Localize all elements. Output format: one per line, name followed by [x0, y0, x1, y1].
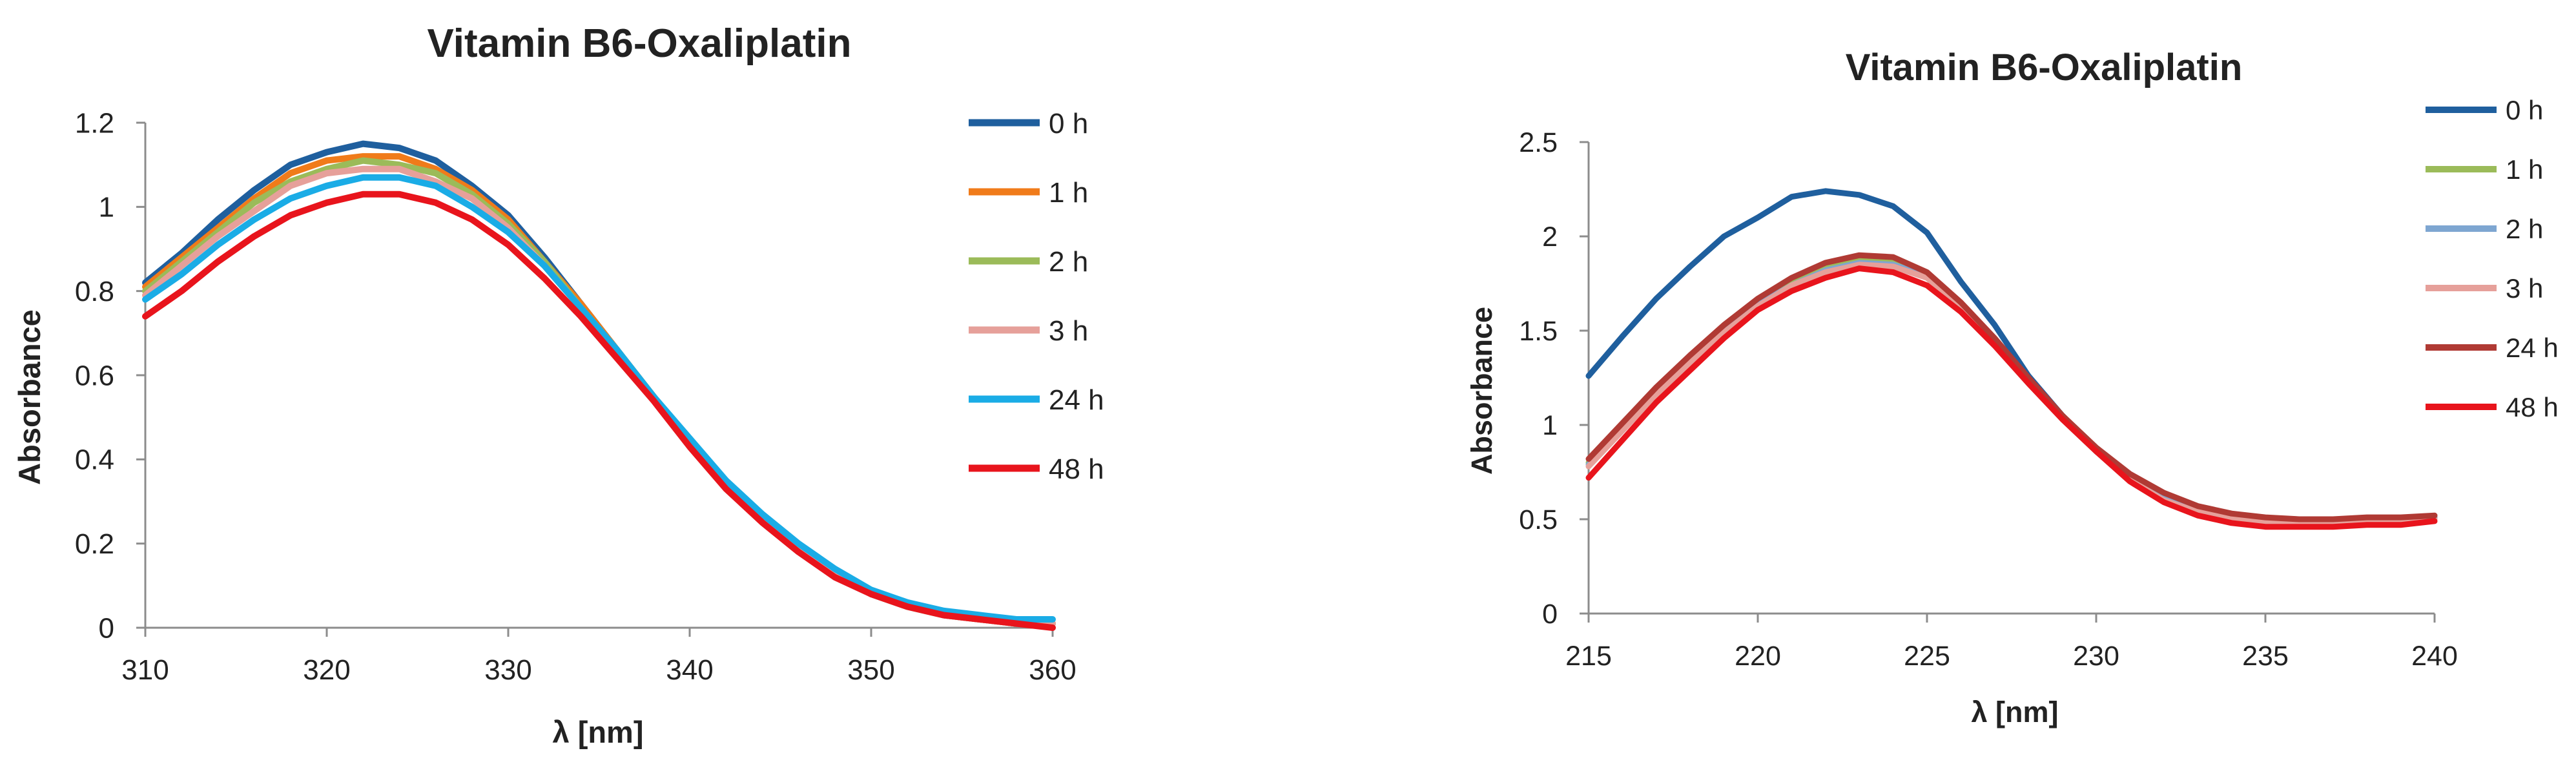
x-tick-label: 240	[2411, 641, 2458, 672]
y-tick-label: 0.5	[1519, 504, 1558, 535]
legend-label: 48 h	[2506, 392, 2559, 422]
y-tick-label: 2	[1542, 222, 1558, 253]
legend-label: 0 h	[1049, 108, 1088, 139]
x-tick-label: 320	[303, 654, 350, 686]
legend-label: 24 h	[1049, 384, 1104, 416]
legend-label: 0 h	[2506, 95, 2543, 125]
y-tick-label: 0.4	[75, 444, 114, 476]
axes	[136, 121, 1054, 637]
y-axis-label: Absorbance	[1465, 307, 1498, 475]
series-line	[1585, 252, 2438, 522]
chart-title: Vitamin B6-Oxaliplatin	[1846, 46, 2243, 88]
x-tick-label: 235	[2242, 641, 2289, 672]
legend-label: 24 h	[2506, 333, 2559, 363]
x-axis-label: λ [nm]	[553, 715, 644, 749]
x-tick-label: 220	[1735, 641, 1781, 672]
y-tick-label: 0.6	[75, 360, 114, 391]
y-tick-label: 1	[1542, 410, 1558, 441]
legend-label: 3 h	[2506, 273, 2543, 304]
x-tick-label: 330	[484, 654, 531, 686]
legend-label: 3 h	[1049, 315, 1088, 347]
x-axis-label: λ [nm]	[1972, 696, 2059, 728]
chart-left: Vitamin B6-Oxaliplatin Absorbance λ [nm]…	[12, 21, 1104, 749]
legend-label: 48 h	[1049, 453, 1104, 485]
y-tick-label: 0	[1542, 599, 1558, 630]
y-tick-label: 1.5	[1519, 316, 1558, 347]
y-tick-label: 0.8	[75, 276, 114, 307]
legend: 0 h 1 h 2 h 3 h 24 h 48 h	[2426, 95, 2559, 422]
series-lines	[142, 140, 1056, 631]
x-tick-label: 215	[1565, 641, 1612, 672]
y-axis-label: Absorbance	[12, 309, 46, 485]
legend-label: 1 h	[2506, 154, 2543, 185]
x-tick-label: 350	[847, 654, 894, 686]
x-tick-label: 310	[121, 654, 169, 686]
legend-label: 2 h	[2506, 214, 2543, 244]
x-tick-label: 225	[1904, 641, 1950, 672]
series-line	[142, 191, 1056, 631]
series-line	[142, 174, 1056, 623]
legend-label: 1 h	[1049, 177, 1088, 209]
y-tick-label: 1.2	[75, 107, 114, 139]
y-tick-label: 1	[99, 192, 114, 223]
y-tick-label: 0	[99, 612, 114, 644]
y-tick-label: 2.5	[1519, 127, 1558, 158]
x-tick-label: 340	[666, 654, 713, 686]
chart-title: Vitamin B6-Oxaliplatin	[428, 21, 852, 66]
legend-label: 2 h	[1049, 246, 1088, 278]
x-tick-label: 230	[2073, 641, 2119, 672]
y-tick-label: 0.2	[75, 528, 114, 560]
tick-labels: 0 0.2 0.4 0.6 0.8 1 1.2 310 320 330 340 350 360	[75, 107, 1077, 686]
x-tick-label: 360	[1029, 654, 1076, 686]
chart-right: Vitamin B6-Oxaliplatin Absorbance λ [nm]…	[1465, 46, 2559, 728]
tick-labels: 0 0.5 1 1.5 2 2.5 215 220 225 230 235 240	[1519, 127, 2458, 672]
series-lines	[1585, 188, 2438, 530]
legend: 0 h 1 h 2 h 3 h 24 h 48 h	[969, 108, 1104, 485]
series-line	[1585, 265, 2438, 530]
